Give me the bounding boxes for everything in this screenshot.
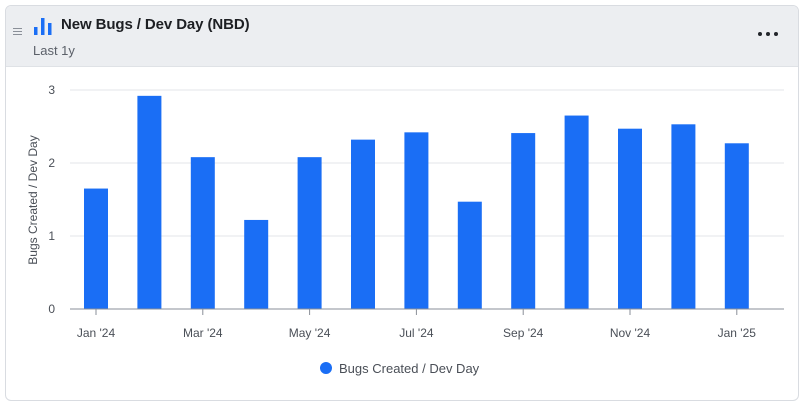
chart-title: New Bugs / Dev Day (NBD) bbox=[61, 16, 250, 33]
bar-chart-icon bbox=[34, 18, 52, 35]
more-options-button[interactable] bbox=[758, 26, 778, 42]
bar[interactable] bbox=[137, 95, 162, 309]
bar[interactable] bbox=[404, 132, 429, 309]
bar[interactable] bbox=[244, 219, 269, 309]
bar[interactable] bbox=[457, 201, 482, 309]
bar[interactable] bbox=[84, 188, 108, 309]
bar[interactable] bbox=[297, 157, 322, 309]
drag-handle-icon[interactable] bbox=[13, 28, 22, 37]
bars bbox=[84, 95, 749, 309]
y-tick-label: 0 bbox=[48, 302, 55, 316]
x-axis-ticks: Jan '24 Mar '24 May '24 Jul '24 Sep '24 Nov '… bbox=[77, 309, 756, 340]
bar[interactable] bbox=[351, 139, 375, 309]
bar[interactable] bbox=[618, 128, 642, 309]
bar[interactable] bbox=[511, 133, 536, 309]
bar[interactable] bbox=[190, 157, 215, 309]
y-tick-label: 2 bbox=[48, 156, 55, 170]
y-axis-ticks: 0 1 2 3 bbox=[48, 83, 55, 316]
bar[interactable] bbox=[724, 143, 749, 309]
card-header: New Bugs / Dev Day (NBD) Last 1y bbox=[6, 6, 798, 67]
y-tick-label: 1 bbox=[48, 229, 55, 243]
x-tick-label: Jan '25 bbox=[718, 326, 757, 340]
x-tick-label: Sep '24 bbox=[503, 326, 544, 340]
legend-label: Bugs Created / Dev Day bbox=[339, 361, 480, 376]
y-tick-label: 3 bbox=[48, 83, 55, 97]
legend-swatch bbox=[320, 362, 332, 374]
x-tick-label: Jul '24 bbox=[399, 326, 434, 340]
y-axis-title: Bugs Created / Dev Day bbox=[26, 135, 40, 264]
legend[interactable]: Bugs Created / Dev Day bbox=[320, 361, 480, 376]
bar[interactable] bbox=[671, 124, 696, 309]
chart-card: New Bugs / Dev Day (NBD) Last 1y bbox=[5, 5, 799, 401]
x-tick-label: Nov '24 bbox=[610, 326, 651, 340]
more-horizontal-icon bbox=[758, 32, 762, 36]
time-range-label: Last 1y bbox=[33, 43, 75, 58]
bar[interactable] bbox=[564, 115, 589, 309]
x-tick-label: Mar '24 bbox=[183, 326, 223, 340]
x-tick-label: May '24 bbox=[289, 326, 331, 340]
x-tick-label: Jan '24 bbox=[77, 326, 116, 340]
